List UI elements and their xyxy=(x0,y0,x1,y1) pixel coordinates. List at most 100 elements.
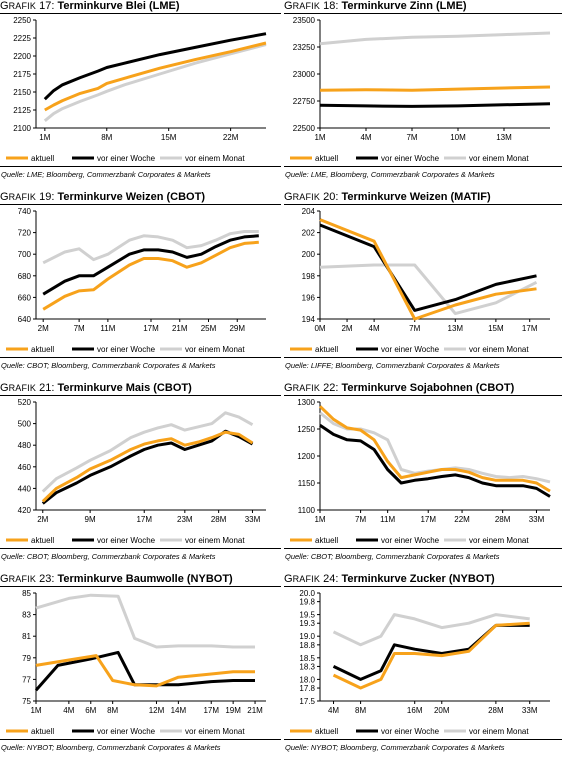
x-tick-label: 17M xyxy=(136,515,152,524)
y-tick-label: 204 xyxy=(302,207,316,216)
x-tick-label: 33M xyxy=(245,515,261,524)
chart-panel-grafik-23: GRAFIK 23: Terminkurve Baumwolle (NYBOT)… xyxy=(0,573,281,763)
source-rule xyxy=(284,548,562,549)
chart-title-text: Terminkurve Baumwolle (NYBOT) xyxy=(57,573,233,585)
chart-title: GRAFIK 24: Terminkurve Zucker (NYBOT) xyxy=(284,573,495,585)
title-rule xyxy=(284,395,562,396)
x-tick-label: 28M xyxy=(495,515,511,524)
grafik-number: 19: xyxy=(36,191,58,203)
x-tick-label: 28M xyxy=(211,515,227,524)
x-tick-label: 23M xyxy=(177,515,193,524)
x-tick-label: 13M xyxy=(496,133,512,142)
x-tick-label: 2M xyxy=(37,515,48,524)
y-tick-label: 2100 xyxy=(13,124,31,133)
x-tick-label: 7M xyxy=(409,324,420,333)
y-tick-label: 640 xyxy=(18,315,32,324)
source-rule xyxy=(0,739,281,740)
chart-source: Quelle: LIFFE; Bloomberg, Commerzbank Co… xyxy=(285,361,500,370)
grafik-prefix: G xyxy=(0,573,9,585)
grafik-number: 23: xyxy=(36,573,58,585)
x-tick-label: 7M xyxy=(355,515,366,524)
legend-label-aktuell: aktuell xyxy=(31,154,54,163)
chart-panel-grafik-17: GRAFIK 17: Terminkurve Blei (LME) 2100 212… xyxy=(0,0,281,190)
y-tick-label: 75 xyxy=(22,697,31,706)
series-line-aktuell xyxy=(35,654,255,688)
y-tick-label: 19.5 xyxy=(299,611,315,620)
x-tick-label: 12M xyxy=(149,706,165,715)
series-line-vor-einer-woche xyxy=(42,234,259,296)
x-tick-label: 20M xyxy=(434,706,450,715)
series-line-vor-einem-monat xyxy=(319,263,538,316)
y-tick-label: 23500 xyxy=(293,16,316,25)
legend-label-aktuell: aktuell xyxy=(31,727,54,736)
legend-label-aktuell: aktuell xyxy=(31,345,54,354)
series-line-vor-einer-woche xyxy=(319,223,537,312)
title-rule xyxy=(0,204,281,205)
title-rule xyxy=(284,13,562,14)
legend-label-vor-einer-woche: vor einer Woche xyxy=(381,345,440,354)
y-tick-label: 19.3 xyxy=(299,619,315,628)
series-line-vor-einem-monat xyxy=(332,613,530,647)
x-tick-label: 10M xyxy=(450,133,466,142)
y-tick-label: 740 xyxy=(18,207,32,216)
y-tick-label: 1200 xyxy=(297,452,315,461)
x-tick-label: 17M xyxy=(143,324,159,333)
y-tick-label: 23000 xyxy=(293,70,316,79)
series-line-aktuell xyxy=(42,240,259,311)
chart-title-text: Terminkurve Zinn (LME) xyxy=(341,0,467,12)
chart-source: Quelle: NYBOT; Bloomberg, Commerzbank Co… xyxy=(1,743,221,752)
y-tick-label: 202 xyxy=(302,229,316,238)
source-rule xyxy=(0,548,281,549)
x-tick-label: 6M xyxy=(85,706,96,715)
chart-source: Quelle: LME, Bloomberg, Commerzbank Corp… xyxy=(285,170,495,179)
series-line-vor-einem-monat xyxy=(43,43,267,122)
chart-title: GRAFIK 19: Terminkurve Weizen (CBOT) xyxy=(0,191,205,203)
x-tick-label: 13M xyxy=(448,324,464,333)
grafik-number: 17: xyxy=(36,0,58,12)
grafik-word: RAFIK xyxy=(292,574,321,584)
grafik-number: 18: xyxy=(320,0,342,12)
legend-label-vor-einem-monat: vor einem Monat xyxy=(185,536,245,545)
y-tick-label: 2150 xyxy=(13,88,31,97)
title-rule xyxy=(0,586,281,587)
series-line-vor-einer-woche xyxy=(319,423,551,498)
grafik-prefix: G xyxy=(0,191,9,203)
y-tick-label: 480 xyxy=(18,441,32,450)
legend-label-vor-einem-monat: vor einem Monat xyxy=(469,154,529,163)
x-tick-label: 17M xyxy=(420,515,436,524)
series-line-vor-einer-woche xyxy=(332,623,530,681)
series-line-aktuell xyxy=(332,621,530,690)
y-tick-label: 660 xyxy=(18,293,32,302)
x-tick-label: 4M xyxy=(369,324,380,333)
x-tick-label: 22M xyxy=(454,515,470,524)
x-tick-label: 17M xyxy=(522,324,538,333)
chart-title-text: Terminkurve Weizen (MATIF) xyxy=(341,191,491,203)
legend-label-vor-einer-woche: vor einer Woche xyxy=(97,727,156,736)
legend-label-vor-einer-woche: vor einer Woche xyxy=(97,154,156,163)
x-tick-label: 16M xyxy=(407,706,423,715)
source-rule xyxy=(0,357,281,358)
legend-label-aktuell: aktuell xyxy=(315,154,338,163)
series-line-vor-einem-monat xyxy=(42,230,259,265)
chart-panel-grafik-22: GRAFIK 22: Terminkurve Sojabohnen (CBOT)… xyxy=(284,382,562,572)
x-tick-label: 33M xyxy=(529,515,545,524)
y-tick-label: 194 xyxy=(302,315,316,324)
grafik-prefix: G xyxy=(284,573,293,585)
series-line-aktuell xyxy=(41,430,254,503)
chart-title: GRAFIK 17: Terminkurve Blei (LME) xyxy=(0,0,180,12)
grafik-word: RAFIK xyxy=(8,574,37,584)
grafik-number: 22: xyxy=(320,382,342,394)
legend-label-vor-einer-woche: vor einer Woche xyxy=(381,536,440,545)
y-tick-label: 420 xyxy=(18,506,32,515)
y-tick-label: 20.0 xyxy=(299,589,315,598)
y-tick-label: 440 xyxy=(18,484,32,493)
x-tick-label: 11M xyxy=(380,515,395,524)
y-tick-label: 2225 xyxy=(13,34,31,43)
chart-svg: 420 440 460 480 500 520 2M 9M 17M 23M 28M 33M aktuel… xyxy=(6,398,266,545)
legend-label-vor-einem-monat: vor einem Monat xyxy=(469,536,529,545)
chart-title: GRAFIK 23: Terminkurve Baumwolle (NYBOT) xyxy=(0,573,233,585)
title-rule xyxy=(284,586,562,587)
legend-label-aktuell: aktuell xyxy=(315,727,338,736)
x-tick-label: 0M xyxy=(314,324,325,333)
x-tick-label: 4M xyxy=(360,133,371,142)
